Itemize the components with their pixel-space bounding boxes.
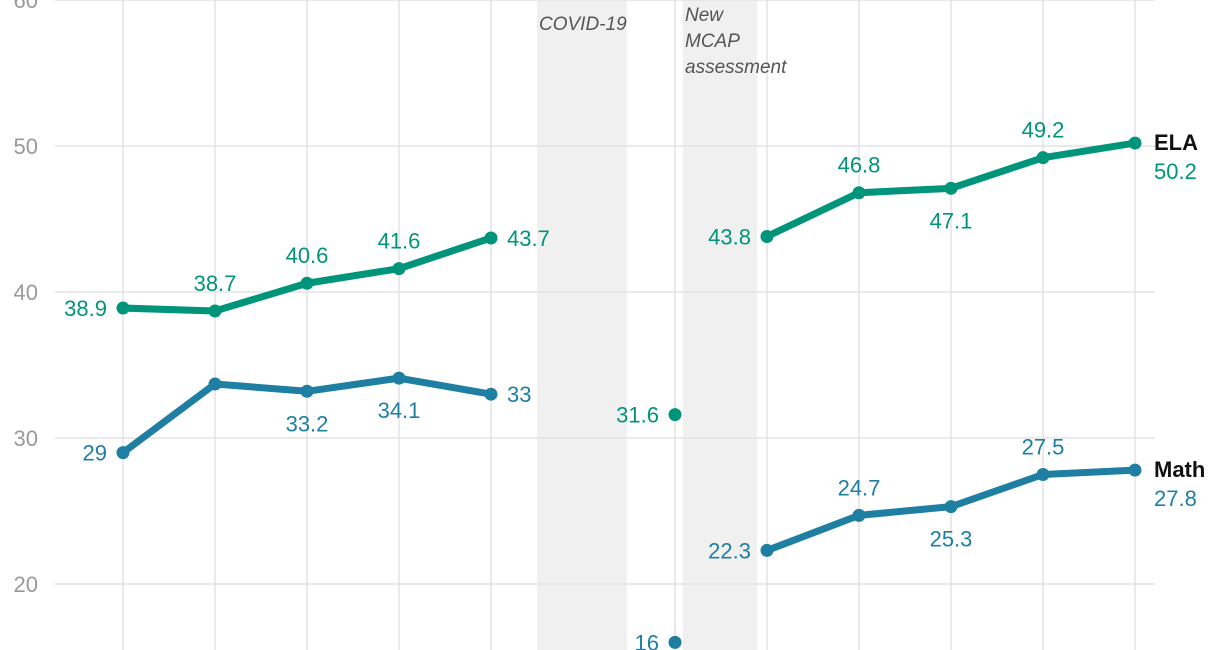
y-axis: 20 30 40 50 60 (14, 0, 38, 597)
mcap-band (683, 0, 757, 650)
data-point-math (852, 508, 866, 522)
shaded-bands (537, 0, 757, 650)
series-name-ela: ELA (1154, 130, 1198, 155)
data-point-math (300, 384, 314, 398)
y-tick-label: 50 (14, 134, 38, 159)
series-lines (119, 139, 1139, 554)
data-point-math (944, 500, 958, 514)
data-labels: 38.9 38.7 40.6 41.6 43.7 31.6 43.8 46.8 47.1 49.2… (64, 118, 1064, 650)
data-label-math: 33 (507, 382, 531, 407)
annotation-mcap: New (685, 5, 724, 26)
data-points (116, 136, 1142, 649)
data-label-ela: 43.8 (708, 225, 751, 250)
data-point-ela (944, 181, 958, 195)
data-label-math: 22.3 (708, 538, 751, 563)
data-point-ela (668, 408, 682, 422)
data-point-ela (208, 304, 222, 318)
data-point-ela (392, 262, 406, 276)
series-end-labels: ELA 50.2 Math 27.8 (1154, 130, 1205, 511)
data-label-ela: 46.8 (838, 153, 881, 178)
data-label-ela: 38.7 (194, 271, 237, 296)
data-label-math: 33.2 (286, 411, 329, 436)
data-label-ela: 47.1 (930, 208, 973, 233)
data-point-math (1036, 468, 1050, 481)
data-point-ela (1128, 136, 1142, 150)
series-end-value-ela: 50.2 (1154, 159, 1197, 184)
data-point-math (760, 543, 774, 557)
data-point-ela (852, 186, 866, 200)
data-point-math (484, 387, 498, 401)
data-label-ela: 43.7 (507, 226, 550, 251)
data-point-ela (760, 230, 774, 244)
data-label-ela: 40.6 (286, 243, 329, 268)
data-point-ela (484, 231, 498, 245)
y-tick-label: 30 (14, 426, 38, 451)
data-label-math: 16 (635, 630, 659, 650)
series-end-value-math: 27.8 (1154, 486, 1197, 511)
data-label-math: 29 (83, 441, 107, 466)
data-label-ela: 38.9 (64, 296, 107, 321)
series-name-math: Math (1154, 457, 1205, 482)
data-point-ela (116, 301, 130, 315)
data-label-math: 34.1 (378, 398, 421, 423)
data-point-ela (300, 276, 314, 290)
data-label-math: 25.3 (930, 527, 973, 552)
covid-band (537, 0, 627, 650)
data-point-math (392, 371, 406, 385)
data-point-math (1128, 463, 1142, 477)
annotation-mcap: MCAP (685, 31, 740, 52)
data-point-math (668, 635, 682, 649)
data-label-math: 24.7 (838, 475, 881, 500)
gridlines (55, 0, 1155, 650)
data-label-math: 27.5 (1022, 435, 1065, 460)
annotations: COVID-19 New MCAP assessment (539, 5, 787, 78)
data-point-math (208, 377, 222, 391)
y-tick-label: 20 (14, 572, 38, 597)
y-tick-label: 40 (14, 280, 38, 305)
data-point-ela (1036, 151, 1050, 165)
data-label-ela: 41.6 (378, 229, 421, 254)
data-label-ela: 49.2 (1022, 118, 1065, 143)
annotation-mcap: assessment (685, 57, 787, 78)
y-tick-label: 60 (14, 0, 38, 13)
annotation-covid: COVID-19 (539, 14, 627, 35)
data-point-math (116, 446, 130, 460)
data-label-ela: 31.6 (616, 403, 659, 428)
